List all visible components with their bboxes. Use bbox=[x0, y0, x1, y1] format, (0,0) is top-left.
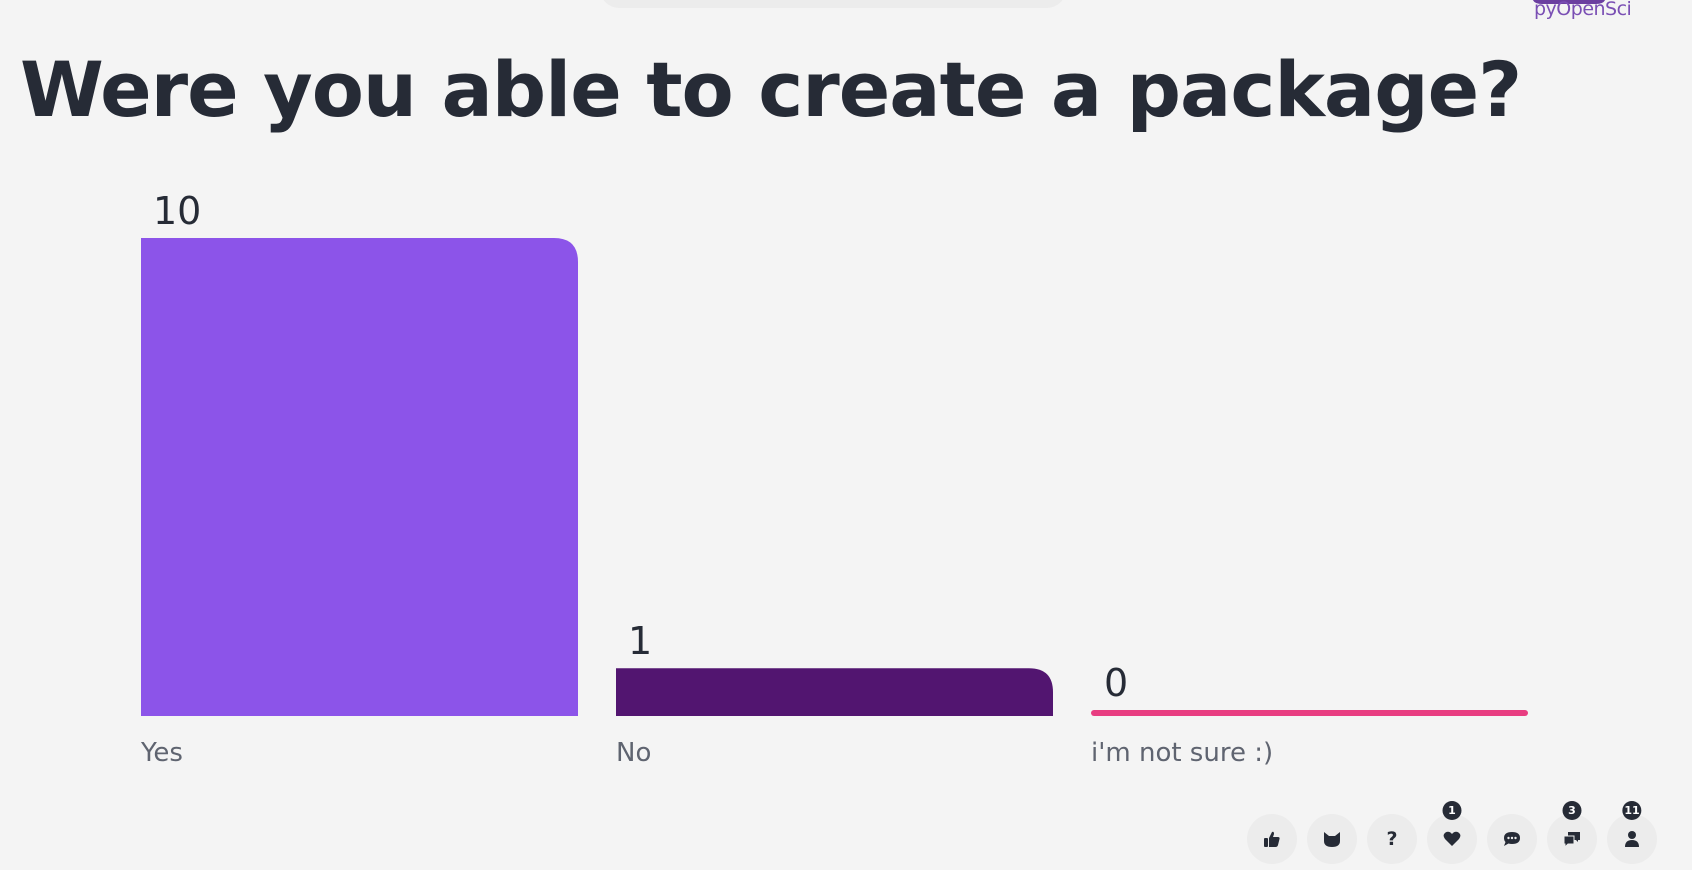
heart-button[interactable]: 1 bbox=[1427, 801, 1477, 864]
chart-category-labels: Yes No i'm not sure :) bbox=[140, 738, 1273, 768]
heart-icon bbox=[1443, 831, 1461, 846]
question-button[interactable]: ? bbox=[1367, 814, 1417, 864]
cat-button[interactable] bbox=[1307, 814, 1357, 864]
pyopensci-logo: pyOpenSci bbox=[1520, 0, 1670, 36]
comment-button[interactable] bbox=[1487, 814, 1537, 864]
user-icon bbox=[1625, 831, 1639, 847]
category-label-no: No bbox=[616, 738, 651, 768]
category-label-yes: Yes bbox=[140, 738, 183, 768]
bar-no bbox=[616, 668, 1053, 716]
comment-icon bbox=[1504, 832, 1520, 846]
value-label-no: 1 bbox=[628, 619, 652, 663]
pyopensci-logo-mark bbox=[1532, 0, 1606, 4]
comments-icon bbox=[1563, 832, 1580, 849]
thumbs-up-icon bbox=[1264, 831, 1280, 847]
audience-count-badge: 11 bbox=[1622, 801, 1642, 820]
audience-toolbar: ? 1 3 11 bbox=[1247, 801, 1657, 864]
question-icon: ? bbox=[1386, 828, 1398, 850]
comments-button[interactable]: 3 bbox=[1547, 801, 1597, 864]
category-label-i-m-not-sure: i'm not sure :) bbox=[1091, 738, 1273, 768]
logo-text: pyOpenSci bbox=[1534, 0, 1632, 20]
heart-count-badge: 1 bbox=[1442, 801, 1462, 820]
value-label-yes: 10 bbox=[153, 189, 201, 233]
chart-bars bbox=[141, 238, 1528, 716]
thumbs-up-button[interactable] bbox=[1247, 814, 1297, 864]
audience-button[interactable]: 11 bbox=[1607, 801, 1657, 864]
cat-icon bbox=[1324, 832, 1340, 847]
top-bar bbox=[600, 0, 1066, 8]
value-label-i-m-not-sure: 0 bbox=[1104, 661, 1128, 705]
slide-title: Were you able to create a package? bbox=[20, 45, 1522, 134]
bar-yes bbox=[141, 238, 578, 716]
comments-count-badge: 3 bbox=[1562, 801, 1582, 820]
bar-i-m-not-sure bbox=[1091, 710, 1528, 716]
